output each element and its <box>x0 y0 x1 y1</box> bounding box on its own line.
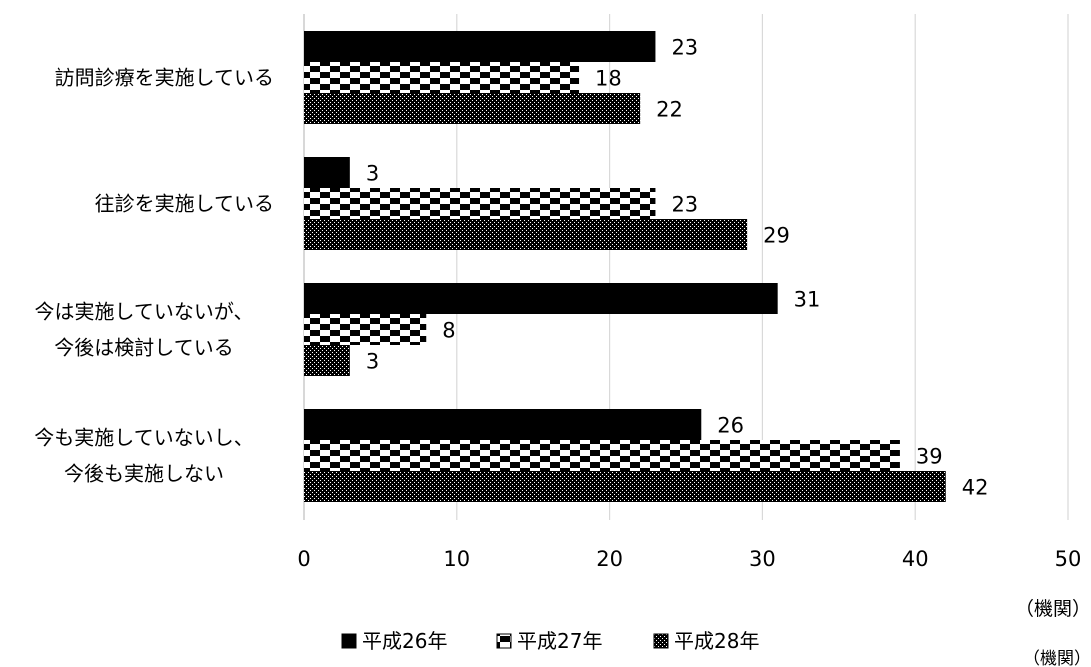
data-label: 23 <box>671 193 698 217</box>
bar <box>304 409 702 440</box>
legend-swatch <box>341 633 357 649</box>
bar <box>304 345 350 376</box>
legend-item: 平成27年 <box>496 629 602 653</box>
x-tick-label: 50 <box>1055 547 1082 571</box>
data-label: 39 <box>916 445 943 469</box>
unit-note: （機関） <box>1023 649 1091 667</box>
bar <box>304 62 580 93</box>
category-label: 訪問診療を実施している <box>55 66 274 90</box>
bar <box>304 93 641 124</box>
x-tick-label: 30 <box>749 547 776 571</box>
category-label: 今も実施していないし、 <box>34 426 253 450</box>
bars <box>304 31 946 502</box>
legend-item: 平成28年 <box>653 629 759 653</box>
data-label: 8 <box>442 319 455 343</box>
x-tick-label: 0 <box>297 547 310 571</box>
category-label: 今後も実施しない <box>64 462 224 486</box>
value-labels: 23 18 22 3 23 29 31 8 3 26 39 42 <box>366 36 989 500</box>
data-label: 42 <box>962 476 989 500</box>
bar <box>304 31 656 62</box>
category-labels: 訪問診療を実施している往診を実施している今は実施していないが、今後は検討している… <box>34 66 274 486</box>
legend-swatch <box>653 633 669 649</box>
bar <box>304 157 350 188</box>
legend-label: 平成28年 <box>674 629 759 653</box>
data-label: 26 <box>717 414 744 438</box>
x-axis-unit-label: （機関） <box>1015 598 1091 620</box>
data-label: 22 <box>656 98 683 122</box>
data-label: 29 <box>763 224 790 248</box>
bar <box>304 471 946 502</box>
data-label: 18 <box>595 67 622 91</box>
legend-label: 平成26年 <box>362 629 447 653</box>
legend-label: 平成27年 <box>517 629 602 653</box>
bar <box>304 283 778 314</box>
bar <box>304 440 900 471</box>
x-tick-labels: 0 10 20 30 40 50 <box>297 547 1081 571</box>
data-label: 3 <box>366 350 379 374</box>
bar <box>304 219 748 250</box>
x-tick-label: 40 <box>902 547 929 571</box>
legend-item: 平成26年 <box>341 629 447 653</box>
x-tick-label: 10 <box>443 547 470 571</box>
legend: 平成26年 平成27年 平成28年 <box>341 629 759 653</box>
bar <box>304 188 656 219</box>
data-label: 23 <box>671 36 698 60</box>
x-tick-label: 20 <box>596 547 623 571</box>
category-label: 今は実施していないが、 <box>35 300 254 324</box>
category-label: 今後は検討している <box>54 336 233 360</box>
category-label: 往診を実施している <box>95 192 274 216</box>
data-label: 3 <box>366 162 379 186</box>
legend-swatch <box>496 633 512 649</box>
data-label: 31 <box>794 288 821 312</box>
bar <box>304 314 427 345</box>
